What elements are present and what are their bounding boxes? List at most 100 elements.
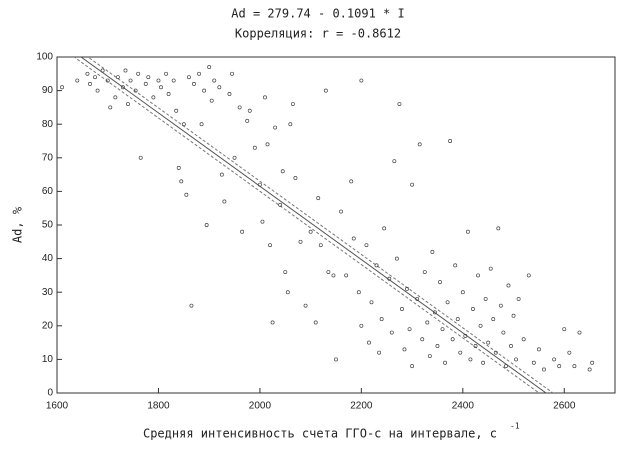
- data-point: [308, 229, 313, 234]
- data-point: [392, 159, 397, 164]
- data-point: [252, 145, 257, 150]
- data-point: [85, 71, 90, 76]
- data-point: [498, 303, 503, 308]
- y-tick-label: 80: [42, 119, 54, 130]
- data-point: [364, 243, 369, 248]
- data-point: [265, 142, 270, 147]
- x-axis-label: Средняя интенсивность счета ГГО-с на инт…: [143, 427, 497, 441]
- data-point: [204, 223, 209, 227]
- data-point: [463, 333, 468, 338]
- data-point: [207, 65, 212, 70]
- data-point: [359, 78, 364, 83]
- data-point: [232, 155, 237, 160]
- data-point: [298, 239, 303, 244]
- data-point: [113, 95, 118, 100]
- y-axis-label: Ad, %: [11, 206, 25, 243]
- data-point: [531, 360, 536, 365]
- data-point: [521, 337, 526, 342]
- data-point: [445, 300, 450, 305]
- data-point: [476, 273, 480, 278]
- data-point: [389, 330, 394, 335]
- chart-title: Ad = 279.74 - 0.1091 * I: [231, 7, 404, 21]
- chart-subtitle: Корреляция: r = -0.8612: [235, 27, 401, 41]
- data-point: [493, 350, 498, 355]
- x-tick-label: 1600: [46, 401, 69, 412]
- data-point: [450, 337, 455, 342]
- data-point: [75, 78, 80, 83]
- data-point: [483, 296, 488, 301]
- plot-area: [60, 57, 595, 393]
- x-tick-label: 2200: [350, 401, 373, 412]
- data-point: [179, 179, 184, 184]
- data-point: [230, 71, 234, 76]
- data-point: [491, 317, 496, 322]
- data-point: [488, 266, 493, 271]
- data-point: [435, 344, 440, 348]
- data-point: [430, 249, 435, 254]
- data-point: [557, 364, 562, 369]
- data-point: [334, 357, 338, 362]
- y-tick-label: 70: [42, 152, 54, 163]
- data-point: [562, 327, 567, 332]
- x-tick-label: 2600: [553, 401, 576, 412]
- data-point: [455, 317, 460, 322]
- data-point: [123, 68, 128, 73]
- data-point: [356, 290, 361, 295]
- data-point: [344, 273, 349, 278]
- data-point: [440, 327, 445, 332]
- data-point: [240, 229, 245, 234]
- data-point: [407, 327, 412, 332]
- data-point: [486, 340, 491, 345]
- data-point: [100, 68, 105, 73]
- data-point: [263, 95, 267, 100]
- data-point: [247, 108, 252, 113]
- data-point: [481, 360, 486, 365]
- data-point: [468, 357, 473, 362]
- data-point: [273, 125, 278, 130]
- data-point: [184, 192, 189, 197]
- data-point: [222, 199, 227, 204]
- data-point: [397, 102, 402, 106]
- data-point: [95, 88, 100, 93]
- data-point: [257, 182, 262, 187]
- data-point: [399, 307, 404, 311]
- data-point: [115, 75, 120, 80]
- data-point: [126, 102, 130, 106]
- data-point: [186, 75, 191, 80]
- data-point: [128, 78, 133, 83]
- data-point: [471, 307, 475, 311]
- data-point: [189, 303, 194, 308]
- data-point: [288, 122, 293, 127]
- data-point: [237, 105, 242, 110]
- x-tick-label: 2000: [249, 401, 272, 412]
- confidence-line: [73, 57, 540, 393]
- data-point: [217, 85, 222, 90]
- data-point: [176, 165, 181, 170]
- data-point: [506, 283, 511, 288]
- data-point: [156, 78, 161, 83]
- data-point: [339, 209, 344, 214]
- data-point: [496, 226, 501, 231]
- data-point: [511, 313, 516, 318]
- data-point: [422, 270, 427, 274]
- y-tick-label: 40: [42, 253, 54, 264]
- data-point: [108, 105, 113, 110]
- data-point: [290, 102, 295, 106]
- data-point: [438, 280, 442, 285]
- data-point: [351, 236, 356, 241]
- data-point: [526, 273, 531, 278]
- data-point: [303, 303, 308, 308]
- data-point: [120, 85, 125, 90]
- x-tick-label: 2400: [452, 401, 475, 412]
- data-point: [577, 330, 582, 335]
- data-point: [458, 350, 463, 355]
- data-point: [590, 360, 595, 365]
- data-point: [318, 243, 323, 248]
- data-point: [268, 243, 273, 248]
- data-point: [359, 323, 364, 328]
- data-point: [443, 360, 448, 365]
- data-point: [465, 229, 470, 234]
- data-point: [93, 75, 97, 80]
- regression-line: [80, 57, 547, 393]
- data-point: [516, 296, 521, 301]
